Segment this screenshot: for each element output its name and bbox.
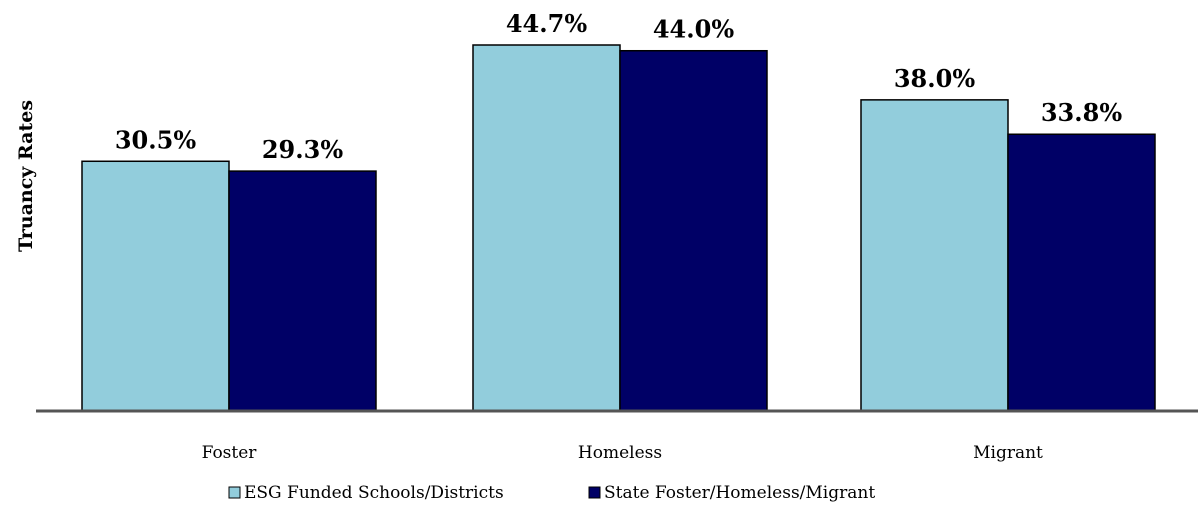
data-label-foster-series-2: 29.3%: [262, 135, 343, 164]
legend-swatch-series-2: [588, 486, 601, 499]
bar-migrant-series-1: [860, 99, 1009, 412]
bars-group: [81, 44, 1156, 412]
data-label-migrant-series-2: 33.8%: [1041, 98, 1122, 127]
category-label-foster: Foster: [202, 443, 258, 463]
legend: ESG Funded Schools/Districts State Foster…: [228, 483, 875, 503]
data-label-foster-series-1: 30.5%: [115, 125, 196, 154]
data-label-homeless-series-2: 44.0%: [653, 15, 734, 44]
bar-foster-series-2: [228, 170, 377, 412]
category-label-migrant: Migrant: [973, 443, 1043, 463]
legend-swatch-series-1: [228, 486, 241, 499]
bar-homeless-series-1: [472, 44, 621, 412]
value-labels-group: 30.5% 29.3% 44.7% 44.0% 38.0% 33.8%: [115, 9, 1122, 164]
bar-migrant-series-2: [1007, 133, 1156, 412]
y-axis-label: Truancy Rates: [15, 100, 37, 252]
bar-foster-series-1: [81, 160, 230, 412]
data-label-homeless-series-1: 44.7%: [506, 9, 587, 38]
bar-homeless-series-2: [619, 49, 768, 412]
legend-label-series-2: State Foster/Homeless/Migrant: [604, 483, 875, 503]
data-label-migrant-series-1: 38.0%: [894, 64, 975, 93]
category-labels-group: Foster Homeless Migrant: [202, 443, 1043, 463]
category-label-homeless: Homeless: [578, 443, 662, 463]
legend-label-series-1: ESG Funded Schools/Districts: [244, 483, 504, 503]
